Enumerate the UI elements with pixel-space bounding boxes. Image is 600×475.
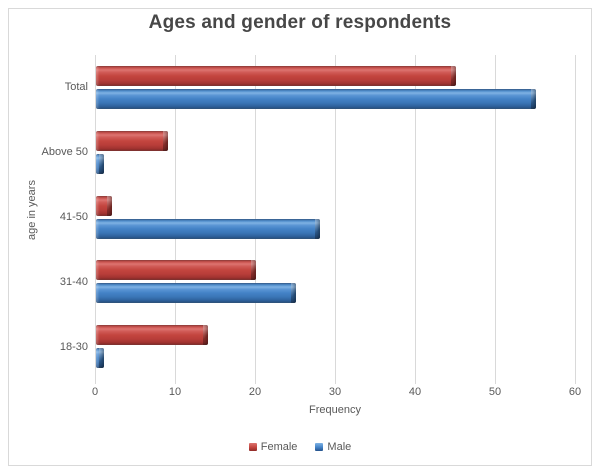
- bar-female-31-40[interactable]: [96, 260, 256, 281]
- gridline-x-60: [575, 55, 576, 384]
- category-label-18-30: 18-30: [59, 340, 88, 353]
- x-tick-label-30: 30: [328, 386, 342, 398]
- legend-item-female[interactable]: Female: [248, 441, 298, 453]
- legend-label-female: Female: [260, 441, 298, 453]
- gridline-x-0: [95, 55, 96, 384]
- legend-label-male: Male: [327, 441, 352, 453]
- legend-swatch-male: [315, 443, 324, 451]
- x-tick-label-50: 50: [488, 386, 502, 398]
- x-tick-label-40: 40: [408, 386, 422, 398]
- x-tick-label-60: 60: [568, 386, 582, 398]
- category-label-above-50: Above 50: [41, 146, 88, 159]
- chart-title: Ages and gender of respondents: [148, 12, 452, 33]
- x-tick-label-0: 0: [91, 386, 99, 398]
- bar-male-above-50[interactable]: [96, 153, 104, 174]
- x-tick-label-10: 10: [168, 386, 182, 398]
- chart-legend: Female Male: [0, 441, 600, 453]
- y-axis-title: age in years: [26, 180, 38, 240]
- y-axis-category-labels: Total Above 50 41-50 31-40 18-30: [0, 55, 88, 379]
- bar-female-above-50[interactable]: [96, 130, 168, 151]
- bar-female-41-50[interactable]: [96, 195, 112, 216]
- x-axis-tick-labels: 0 10 20 30 40 50 60: [92, 386, 581, 400]
- gridline-x-30: [335, 55, 336, 384]
- legend-item-male[interactable]: Male: [315, 441, 351, 453]
- legend-swatch-female: [248, 443, 257, 451]
- bar-male-18-30[interactable]: [96, 348, 104, 369]
- bar-female-total[interactable]: [96, 65, 456, 86]
- bar-male-total[interactable]: [96, 88, 536, 109]
- bar-male-41-50[interactable]: [96, 218, 320, 239]
- x-tick-label-20: 20: [248, 386, 262, 398]
- gridline-x-50: [495, 55, 496, 384]
- category-label-total: Total: [64, 81, 88, 94]
- x-axis-title: Frequency: [309, 404, 361, 416]
- bar-male-31-40[interactable]: [96, 283, 296, 304]
- category-label-41-50: 41-50: [59, 210, 88, 223]
- plot-area: [95, 55, 576, 384]
- bar-female-18-30[interactable]: [96, 325, 208, 346]
- gridline-x-40: [415, 55, 416, 384]
- category-label-31-40: 31-40: [59, 275, 88, 288]
